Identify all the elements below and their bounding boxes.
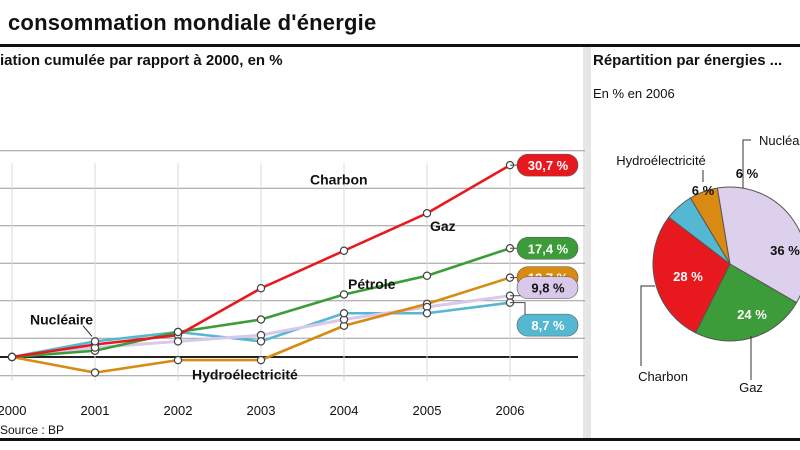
end-label-pill [516,236,579,260]
point-petrole [173,337,183,346]
x-tick-label: 2005 [413,403,442,418]
x-tick-label: 2002 [164,403,193,418]
slice-leader [640,285,655,366]
slice-value-petrole: 36 % [770,243,800,258]
pie-slice-charbon [652,216,731,334]
pie-slice-hydroelectricite [668,197,731,265]
slice-value-hydroelectricite: 6 % [692,183,715,198]
end-label-pill [516,153,579,177]
x-tick-label: 2001 [81,403,110,418]
line-chart-title: iation cumulée par rapport à 2000, en % [0,52,283,69]
series-name-charbon: Charbon [310,172,368,188]
x-tick-label: 2003 [247,403,276,418]
annotation-leader [82,325,93,337]
top-rule [0,44,800,47]
slice-value-gaz: 24 % [737,307,767,322]
point-gaz [256,315,266,324]
source-note: Source : BP [0,423,65,437]
pie-chart: 6 % 36 % 24 % 28 % 6 % Nucléa Gaz Charbon Hydroé… [616,133,800,395]
x-tick-label: 2006 [496,403,525,418]
point-hydroelectricite [173,355,183,365]
point-hydroelectricite [90,368,100,377]
point-nucleaire [339,309,349,318]
end-label-text: 8,7 % [531,318,565,333]
end-label-petrole: 9,8 % [510,276,579,299]
slice-leader [742,139,751,188]
x-tick-label: 2000 [0,403,26,418]
end-label-pill [516,313,579,337]
chart-title-bar: consommation mondiale d'énergie [0,0,800,44]
slice-value-nuclea: 6 % [736,166,759,181]
series-name-hydroelectricite: Hydroélectricité [192,367,298,383]
point-charbon [339,246,349,255]
page-title: consommation mondiale d'énergie [8,10,377,35]
panel-divider [583,47,591,438]
point-nucleaire [422,309,432,318]
slice-name-gaz: Gaz [739,380,763,395]
end-label-charbon: 30,7 % [510,153,579,177]
series-name-gaz: Gaz [430,218,456,234]
slice-name-hydroelectricite: Hydroélectricité [616,153,706,168]
point-gaz [422,271,432,280]
line-chart: 2000 2001 2002 2003 2004 2005 2006 30,7 % 17,4 %… [0,150,585,418]
end-label-gaz: 17,4 % [510,236,579,260]
end-label-pill [516,276,579,299]
point-charbon [422,209,432,218]
point-hydroelectricite [256,355,266,365]
point-nucleaire [90,337,100,346]
pie-slice-petrole [716,186,800,304]
end-label-text: 30,7 % [528,158,569,173]
slice-value-charbon: 28 % [673,269,703,284]
series-name-nucleaire: Nucléaire [30,312,93,328]
end-label-text: 9,8 % [531,281,565,296]
end-label-text: 17,4 % [528,241,569,256]
x-tick-label: 2004 [330,403,359,418]
point-nucleaire [7,352,17,362]
series-name-petrole: Pétrole [348,276,396,292]
slice-name-charbon: Charbon [638,369,688,384]
point-gaz [339,290,349,299]
point-nucleaire [256,337,266,346]
end-label-nucleaire: 8,7 % [510,302,579,337]
pie-chart-subtitle: En % en 2006 [593,86,675,101]
point-nucleaire [173,327,183,337]
slice-name-nuclea: Nucléa [759,133,800,148]
point-charbon [256,284,266,293]
pie-chart-title: Répartition par énergies ... [593,52,783,69]
bottom-rule [0,438,800,441]
